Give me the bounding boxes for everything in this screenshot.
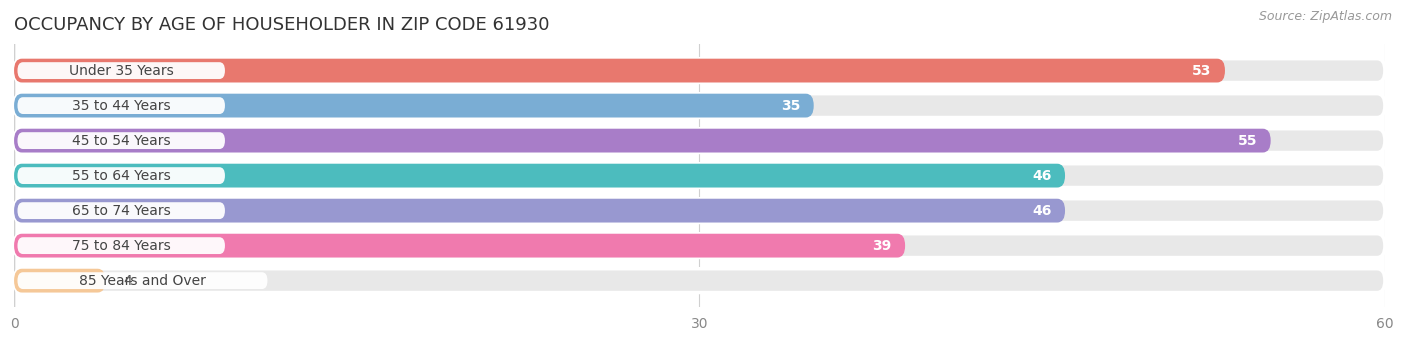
Text: 55: 55 [1237, 134, 1257, 148]
FancyBboxPatch shape [17, 62, 225, 79]
Text: 35: 35 [780, 99, 800, 113]
FancyBboxPatch shape [14, 129, 1271, 152]
FancyBboxPatch shape [14, 199, 1066, 223]
FancyBboxPatch shape [14, 234, 905, 257]
FancyBboxPatch shape [14, 269, 105, 293]
FancyBboxPatch shape [17, 132, 225, 149]
FancyBboxPatch shape [14, 199, 1385, 223]
FancyBboxPatch shape [14, 164, 1066, 188]
FancyBboxPatch shape [14, 234, 1385, 257]
FancyBboxPatch shape [14, 59, 1385, 83]
Text: Under 35 Years: Under 35 Years [69, 63, 173, 78]
Text: 53: 53 [1192, 63, 1212, 78]
Text: OCCUPANCY BY AGE OF HOUSEHOLDER IN ZIP CODE 61930: OCCUPANCY BY AGE OF HOUSEHOLDER IN ZIP C… [14, 16, 550, 34]
Text: 85 Years and Over: 85 Years and Over [79, 273, 205, 288]
FancyBboxPatch shape [17, 272, 267, 289]
Text: 75 to 84 Years: 75 to 84 Years [72, 239, 170, 253]
Text: 45 to 54 Years: 45 to 54 Years [72, 134, 170, 148]
Text: 55 to 64 Years: 55 to 64 Years [72, 168, 170, 183]
FancyBboxPatch shape [17, 97, 225, 114]
FancyBboxPatch shape [17, 167, 225, 184]
Text: 46: 46 [1032, 204, 1052, 218]
Text: 65 to 74 Years: 65 to 74 Years [72, 204, 170, 218]
Text: 35 to 44 Years: 35 to 44 Years [72, 99, 170, 113]
FancyBboxPatch shape [17, 202, 225, 219]
Text: 4: 4 [124, 273, 132, 288]
Text: Source: ZipAtlas.com: Source: ZipAtlas.com [1258, 10, 1392, 23]
FancyBboxPatch shape [14, 59, 1225, 83]
FancyBboxPatch shape [14, 269, 1385, 293]
FancyBboxPatch shape [14, 129, 1385, 152]
FancyBboxPatch shape [17, 237, 225, 254]
Text: 39: 39 [872, 239, 891, 253]
FancyBboxPatch shape [14, 164, 1385, 188]
FancyBboxPatch shape [14, 94, 814, 118]
Text: 46: 46 [1032, 168, 1052, 183]
FancyBboxPatch shape [14, 94, 1385, 118]
